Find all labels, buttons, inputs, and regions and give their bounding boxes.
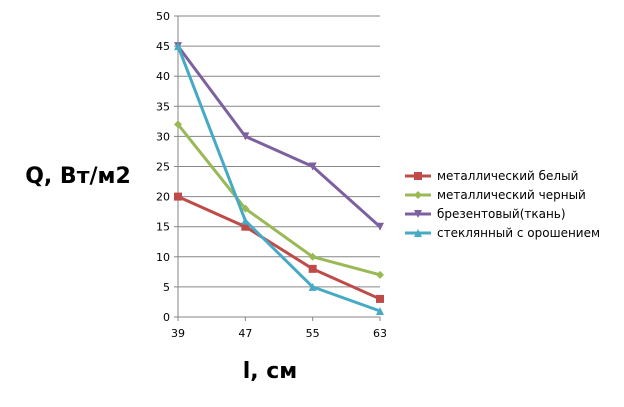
- y-tick-labels: 0 5 10 15 20 25 30 35 40 45 50: [156, 10, 170, 324]
- y-tick-label-45: 45: [156, 40, 170, 53]
- x-axis-title: l, см: [243, 359, 298, 384]
- y-tick-label-5: 5: [163, 281, 170, 294]
- data-point-2-3: [376, 222, 384, 231]
- series-2: [174, 42, 384, 231]
- data-point-1-2: [308, 252, 317, 261]
- y-axis-title: Q, Вт/м2: [25, 164, 131, 189]
- legend-item-1: металлический черный: [405, 188, 586, 202]
- data-point-1-3: [376, 270, 384, 279]
- legend-swatch-marker-1: [414, 191, 422, 199]
- data-point-0-2: [308, 264, 317, 273]
- data-point-2-2: [308, 162, 317, 171]
- y-tick-label-15: 15: [156, 221, 170, 234]
- series-line-1: [176, 123, 381, 277]
- series-line-0: [177, 195, 381, 301]
- y-tick-label-10: 10: [156, 251, 170, 264]
- legend-label-0: металлический белый: [437, 169, 578, 183]
- y-tick-label-25: 25: [156, 161, 170, 174]
- data-point-0-1: [241, 222, 250, 231]
- y-tick-label-50: 50: [156, 10, 170, 23]
- series-line-3: [176, 45, 381, 313]
- x-tick-label-63: 63: [373, 327, 387, 340]
- series-line-2: [176, 45, 381, 228]
- data-point-1-0: [174, 120, 182, 129]
- y-tick-label-35: 35: [156, 100, 170, 113]
- gridlines: [174, 15, 381, 321]
- legend-swatch-marker-3: [414, 229, 422, 237]
- legend: металлический белый металлический черный б…: [405, 169, 600, 240]
- data-point-3-1: [241, 216, 250, 225]
- legend-label-1: металлический черный: [437, 188, 586, 202]
- data-point-3-0: [174, 42, 182, 51]
- legend-swatch-marker-2: [414, 210, 422, 218]
- legend-swatch-marker-0: [414, 172, 422, 180]
- series-group: [174, 42, 384, 315]
- series-3: [174, 42, 384, 315]
- data-point-3-3: [376, 306, 384, 315]
- data-point-2-1: [241, 132, 250, 141]
- legend-item-3: стеклянный с орошением: [405, 226, 600, 240]
- data-point-1-1: [241, 204, 250, 213]
- legend-item-2: брезентовый(ткань): [405, 207, 566, 221]
- data-point-0-0: [174, 192, 182, 201]
- x-tick-label-39: 39: [171, 327, 185, 340]
- y-tick-label-30: 30: [156, 130, 170, 143]
- data-point-3-2: [308, 282, 317, 291]
- x-tick-label-55: 55: [306, 327, 320, 340]
- axes: [177, 16, 380, 318]
- legend-label-2: брезентовый(ткань): [437, 207, 566, 221]
- legend-label-3: стеклянный с орошением: [437, 226, 600, 240]
- y-tick-label-0: 0: [163, 311, 170, 324]
- data-point-0-3: [376, 294, 384, 303]
- series-1: [174, 120, 384, 279]
- y-tick-label-40: 40: [156, 70, 170, 83]
- legend-item-0: металлический белый: [405, 169, 578, 183]
- y-tick-label-20: 20: [156, 191, 170, 204]
- series-0: [174, 192, 384, 303]
- x-tick-labels: 39 47 55 63: [171, 327, 387, 340]
- x-tick-label-47: 47: [238, 327, 252, 340]
